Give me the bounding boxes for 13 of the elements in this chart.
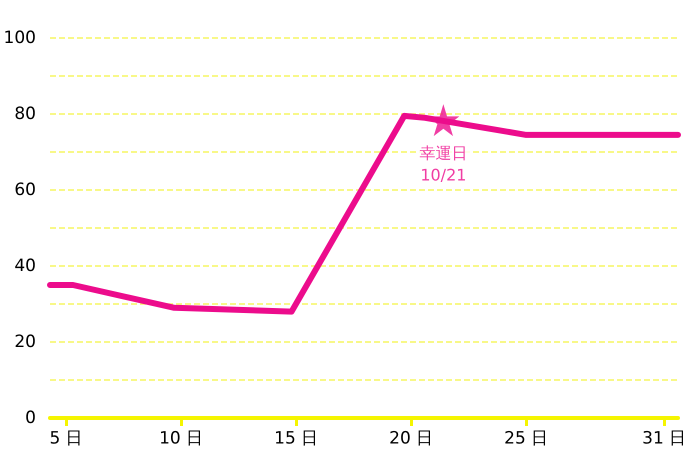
x-tick-label: 10 日 [159, 428, 204, 448]
y-tick-label: 80 [14, 104, 36, 124]
x-tick-label: 15 日 [274, 428, 318, 448]
y-tick-label: 0 [25, 408, 36, 428]
y-tick-label: 60 [14, 180, 36, 200]
y-tick-label: 40 [14, 256, 36, 276]
x-tick-label: 20 日 [389, 428, 434, 448]
y-tick-label: 20 [14, 332, 36, 352]
annotation: 幸運日 10/21 [419, 144, 468, 185]
x-tick-label: 25 日 [504, 428, 548, 448]
y-tick-label: 100 [4, 28, 36, 48]
x-tick-label: 31 日 [642, 428, 686, 448]
x-tick-label: 5 日 [49, 428, 83, 448]
